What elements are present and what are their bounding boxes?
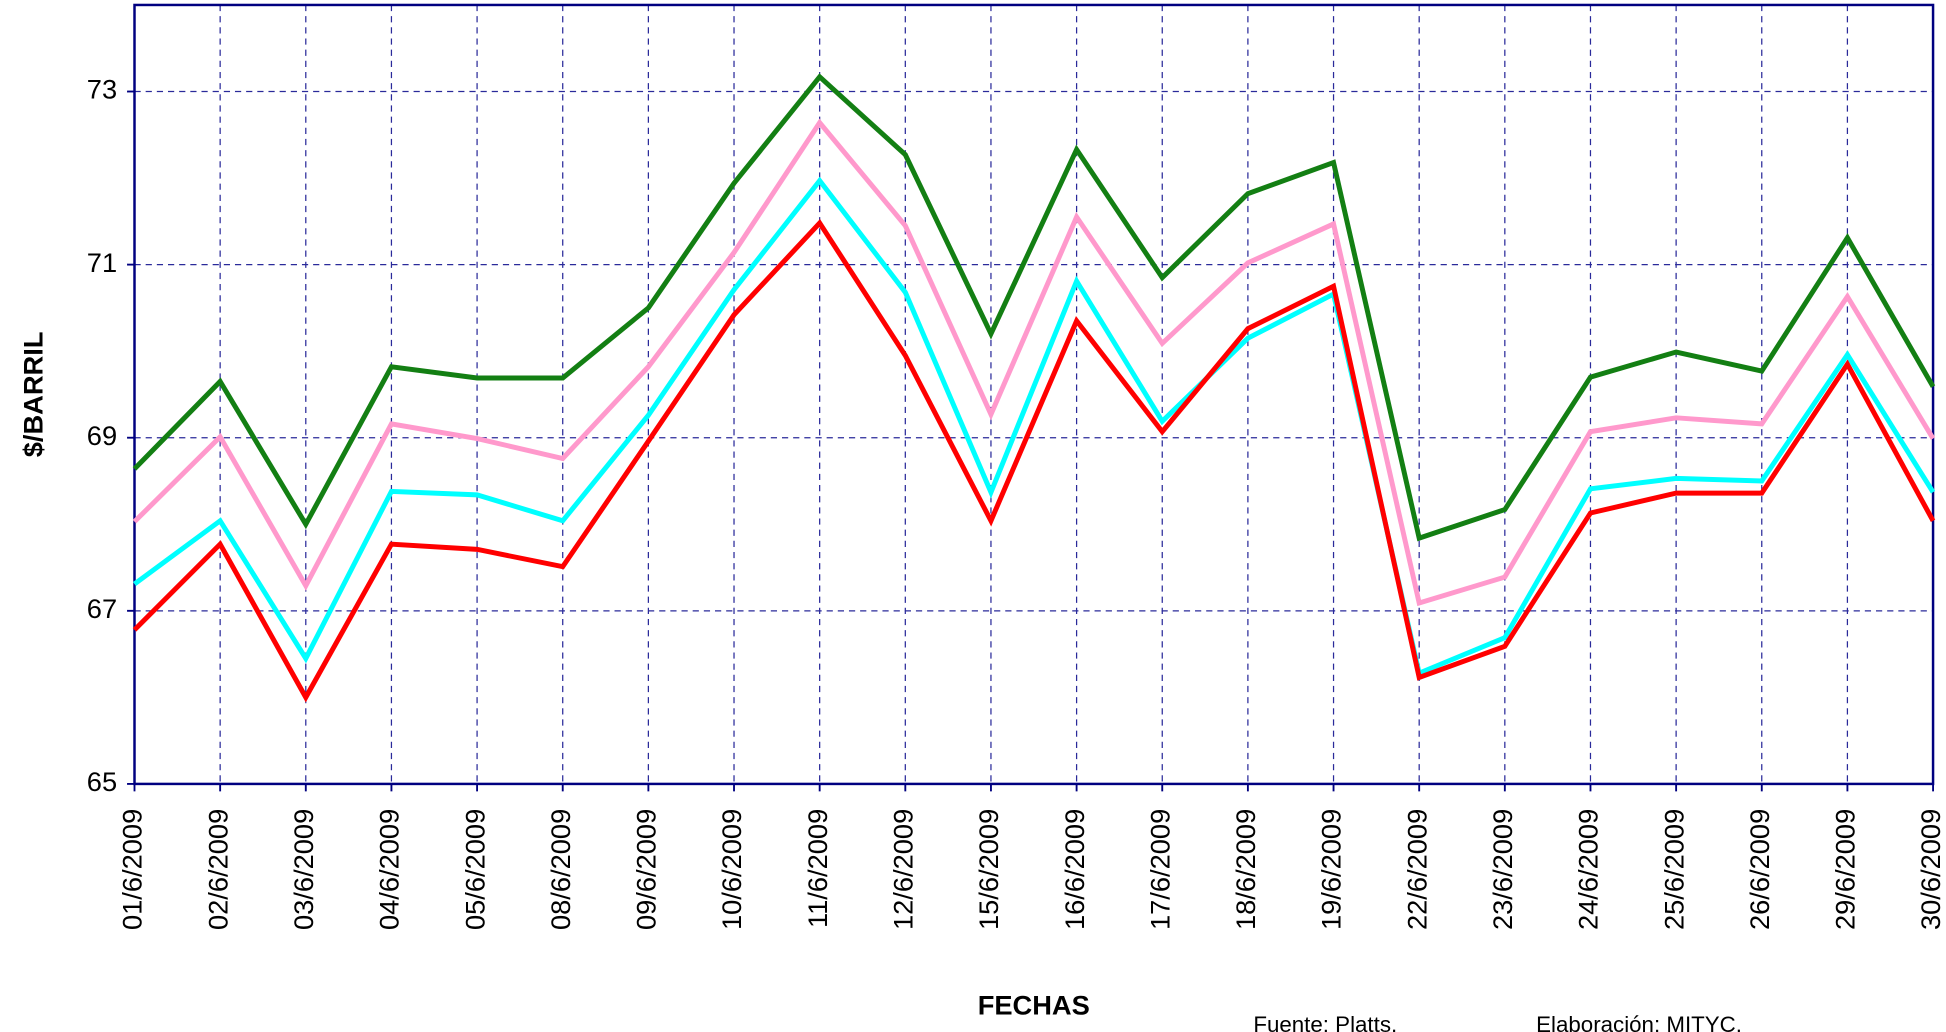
x-tick-label: 29/6/2009	[1830, 809, 1861, 930]
x-tick-label: 23/6/2009	[1487, 809, 1518, 930]
x-tick-label: 25/6/2009	[1658, 809, 1689, 930]
x-tick-label: 15/6/2009	[973, 809, 1004, 930]
y-tick-label: 67	[87, 593, 117, 624]
series-line	[133, 176, 1936, 677]
y-tick-label: 65	[87, 766, 117, 797]
x-tick-label: 04/6/2009	[374, 809, 405, 930]
credit-note: Elaboración: MITYC.	[1536, 1012, 1742, 1032]
source-note: Fuente: Platts.	[1253, 1012, 1397, 1032]
x-tick-label: 19/6/2009	[1316, 809, 1347, 930]
x-tick-label: 24/6/2009	[1573, 809, 1604, 930]
x-tick-label: 02/6/2009	[202, 809, 233, 930]
plot-frame	[133, 3, 1935, 786]
x-tick-label: 11/6/2009	[802, 809, 833, 928]
x-tick-label: 17/6/2009	[1144, 809, 1175, 930]
series-line	[132, 219, 1936, 703]
series-line	[132, 118, 1936, 607]
y-tick-label: 71	[87, 247, 117, 278]
x-tick-label: 22/6/2009	[1401, 809, 1432, 930]
x-tick-label: 10/6/2009	[716, 809, 747, 930]
x-tick-label: 03/6/2009	[288, 809, 319, 930]
x-tick-label: 12/6/2009	[888, 809, 919, 930]
x-tick-label: 05/6/2009	[459, 809, 490, 930]
x-tick-label: 18/6/2009	[1230, 809, 1261, 930]
x-tick-label: 09/6/2009	[631, 809, 662, 930]
x-axis-label: FECHAS	[978, 990, 1090, 1021]
x-tick-label: 30/6/2009	[1915, 809, 1946, 930]
x-tick-label: 08/6/2009	[545, 809, 576, 930]
x-tick-label: 26/6/2009	[1744, 809, 1775, 930]
y-axis-label: $/BARRIL	[17, 332, 48, 458]
y-tick-label: 73	[87, 74, 117, 105]
series-line	[132, 73, 1936, 542]
x-tick-label: 16/6/2009	[1059, 809, 1090, 930]
x-tick-label: 01/6/2009	[117, 809, 148, 930]
y-tick-label: 69	[87, 420, 117, 451]
